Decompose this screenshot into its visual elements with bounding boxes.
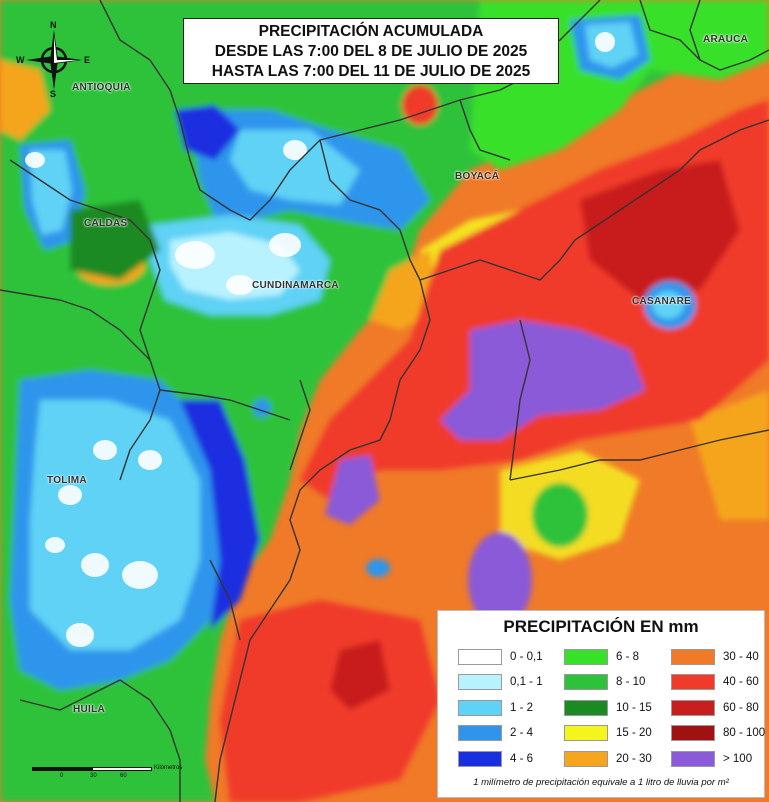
rain-zone-40-60-north	[402, 85, 438, 125]
region-label-arauca: ARAUCA	[703, 34, 749, 45]
title-line-1: PRECIPITACIÓN ACUMULADA	[258, 23, 484, 40]
legend-swatch	[564, 648, 608, 665]
legend-label: 8 - 10	[616, 676, 646, 688]
scale-segment-1	[32, 767, 92, 771]
legend-label: 6 - 8	[616, 650, 640, 663]
legend-item: 40 - 60	[671, 674, 759, 691]
compass-rose: N S E W	[16, 20, 91, 99]
legend-item: > 100	[671, 750, 752, 767]
rain-zone-60-80	[580, 160, 740, 300]
rain-zone-1-2-north	[230, 130, 360, 205]
legend-item: 0,1 - 1	[458, 674, 543, 691]
legend-swatch	[671, 725, 715, 741]
region-label-huila: HUILA	[73, 704, 106, 715]
rain-zone-20-30-b	[690, 390, 769, 520]
compass-n: N	[50, 20, 57, 30]
legend-swatch	[458, 725, 502, 741]
rain-zone-over-100-c	[468, 532, 532, 628]
legend-label: > 100	[723, 752, 753, 765]
legend-swatch	[671, 750, 715, 767]
rain-zone-10-15-east	[532, 483, 588, 547]
legend-item: 80 - 100	[671, 725, 765, 742]
legend-label: 10 - 15	[616, 701, 652, 714]
region-label-caldas: CALDAS	[84, 218, 128, 229]
title-line-3: HASTA LAS 7:00 DEL 11 DE JULIO DE 2025	[211, 63, 531, 80]
legend-label: 0 - 0,1	[510, 650, 543, 663]
legend-swatch	[564, 750, 608, 767]
compass-s: S	[50, 89, 57, 99]
compass-icon	[26, 30, 82, 90]
scale-tick-2: 60	[120, 773, 127, 779]
legend-label: 15 - 20	[616, 727, 652, 739]
rain-zone-10-15-central	[70, 200, 160, 280]
legend-label: 20 - 30	[616, 752, 652, 765]
legend-label: 60 - 80	[723, 701, 759, 714]
legend-swatch	[671, 674, 715, 690]
legend-item: 20 - 30	[564, 750, 652, 767]
legend-label: 0,1 - 1	[510, 676, 543, 688]
legend: PRECIPITACIÓN EN mm 0 - 0,1 0,1 - 1 1 - 2 2…	[437, 610, 765, 798]
region-label-tolima: TOLIMA	[47, 475, 87, 486]
rain-zone-over-100-b	[325, 455, 380, 525]
legend-item: 60 - 80	[671, 699, 759, 716]
scale-tick-0: 0	[60, 773, 64, 779]
map-title: PRECIPITACIÓN ACUMULADA DESDE LAS 7:00 D…	[183, 18, 559, 84]
region-label-antioquia: ANTIOQUIA	[72, 82, 131, 93]
legend-item: 10 - 15	[564, 699, 652, 716]
legend-item: 0 - 0,1	[458, 648, 543, 665]
legend-item: 15 - 20	[564, 725, 652, 742]
legend-swatch	[458, 750, 502, 767]
rain-zone-4-6-west	[180, 400, 260, 630]
rain-zone-casanare-spot-inner	[652, 291, 684, 319]
legend-swatch	[671, 699, 715, 716]
legend-swatch	[458, 674, 502, 690]
legend-item: 30 - 40	[671, 648, 759, 665]
legend-swatch	[458, 699, 502, 716]
rain-zone-4-6-north	[175, 105, 240, 160]
region-label-cundinamarca: CUNDINAMARCA	[252, 280, 339, 291]
rain-zone-40-60-south	[220, 600, 440, 802]
legend-label: 80 - 100	[723, 727, 766, 739]
legend-note: 1 milímetro de precipitación equivale a …	[473, 777, 729, 788]
rain-zone-small-spot	[366, 559, 390, 577]
rain-zone-1-2-nw	[30, 150, 72, 235]
compass-e: E	[84, 55, 91, 65]
legend-swatch	[458, 648, 502, 665]
legend-swatch	[564, 699, 608, 716]
legend-swatch	[564, 674, 608, 690]
legend-item: 1 - 2	[458, 699, 533, 716]
legend-item: 4 - 6	[458, 750, 533, 767]
legend-title: PRECIPITACIÓN EN mm	[503, 617, 699, 636]
scale-bar: 0 30 60 Kilómetros	[30, 764, 183, 782]
legend-label: 4 - 6	[510, 752, 534, 765]
legend-swatch	[671, 648, 715, 665]
legend-swatch	[564, 725, 608, 741]
legend-item: 8 - 10	[564, 674, 645, 691]
legend-label: 2 - 4	[510, 727, 534, 739]
legend-label: 1 - 2	[510, 701, 534, 714]
legend-label: 30 - 40	[723, 650, 759, 663]
region-label-casanare: CASANARE	[632, 296, 692, 307]
rain-zone-20-30-nw	[0, 60, 50, 140]
region-label-boyaca: BOYACÁ	[455, 171, 500, 182]
scale-tick-1: 30	[90, 773, 97, 779]
rain-zone-60-80-b	[330, 640, 390, 710]
rain-zone-over-100-a	[440, 320, 645, 440]
dry-patches	[25, 32, 615, 647]
legend-label: 40 - 60	[723, 676, 759, 688]
scale-unit: Kilómetros	[154, 765, 183, 771]
legend-item: 6 - 8	[564, 648, 639, 665]
scale-segment-2	[92, 767, 152, 771]
compass-w: W	[16, 55, 25, 65]
rain-zone-1-2-west	[30, 400, 200, 650]
title-line-2: DESDE LAS 7:00 DEL 8 DE JULIO DE 2025	[214, 43, 528, 60]
legend-item: 2 - 4	[458, 725, 533, 742]
